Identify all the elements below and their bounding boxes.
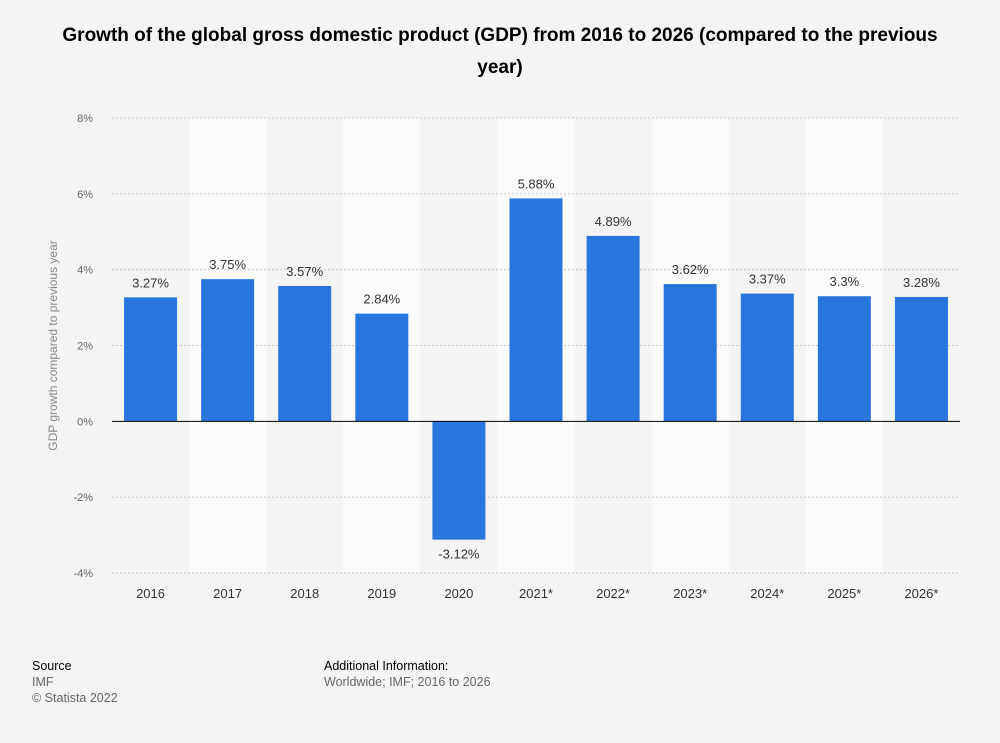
value-label: -3.12% [438, 547, 480, 562]
value-label: 5.88% [518, 176, 555, 191]
bar [586, 235, 640, 422]
value-label: 3.57% [286, 264, 323, 279]
y-tick-label: 8% [77, 113, 93, 125]
y-tick-label: -4% [73, 568, 93, 580]
x-tick-label: 2025* [827, 586, 861, 601]
source-block: Source IMF © Statista 2022 [32, 658, 118, 706]
y-tick-label: 6% [77, 189, 93, 201]
source-heading: Source [32, 659, 72, 673]
value-label: 3.37% [749, 272, 786, 287]
bar [278, 285, 332, 422]
y-tick-label: 0% [77, 416, 93, 428]
x-tick-label: 2020 [444, 586, 473, 601]
copyright-text: © Statista 2022 [32, 691, 118, 705]
value-label: 3.28% [903, 275, 940, 290]
bar [817, 296, 871, 422]
x-tick-label: 2022* [596, 586, 630, 601]
additional-info-heading: Additional Information: [324, 659, 449, 673]
value-label: 3.3% [830, 274, 860, 289]
additional-info-text: Worldwide; IMF; 2016 to 2026 [324, 675, 491, 689]
x-tick-label: 2017 [213, 586, 242, 601]
x-tick-label: 2026* [904, 586, 938, 601]
x-tick-label: 2016 [136, 586, 165, 601]
bar [355, 313, 409, 422]
value-label: 3.62% [672, 262, 709, 277]
y-tick-label: 4% [77, 265, 93, 277]
y-axis-title: GDP growth compared to previous year [46, 240, 60, 451]
x-tick-label: 2024* [750, 586, 784, 601]
bar [894, 296, 948, 422]
x-tick-label: 2018 [290, 586, 319, 601]
source-name: IMF [32, 675, 54, 689]
y-tick-label: -2% [73, 492, 93, 504]
bar [740, 293, 794, 422]
bar [509, 198, 563, 422]
y-tick-label: 2% [77, 341, 93, 353]
value-label: 3.75% [209, 257, 246, 272]
chart-title: Growth of the global gross domestic prod… [62, 25, 938, 78]
value-label: 3.27% [132, 275, 169, 290]
x-tick-label: 2019 [367, 586, 396, 601]
additional-info-block: Additional Information: Worldwide; IMF; … [324, 658, 491, 690]
x-tick-label: 2023* [673, 586, 707, 601]
bar [201, 279, 255, 422]
bar [432, 421, 486, 540]
bar [663, 284, 717, 422]
value-label: 2.84% [363, 292, 400, 307]
value-label: 4.89% [595, 214, 632, 229]
x-tick-label: 2021* [519, 586, 553, 601]
bar [124, 297, 178, 422]
